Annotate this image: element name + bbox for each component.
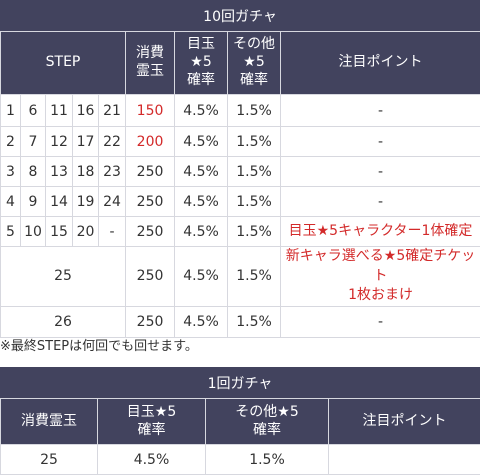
header-point: 注目ポイント (329, 399, 480, 445)
step-cell: 14 (46, 187, 73, 217)
header-cost: 消費霊玉 (126, 32, 175, 95)
header-point: 注目ポイント (281, 32, 480, 95)
step-cell: 25 (1, 247, 126, 307)
table-row: 3 8 13 18 23 250 4.5% 1.5% - (1, 157, 480, 187)
main-rate-cell: 4.5% (175, 95, 228, 127)
cost-cell: 150 (126, 95, 175, 127)
table-row: 4 9 14 19 24 250 4.5% 1.5% - (1, 187, 480, 217)
step-cell: 15 (46, 217, 73, 247)
cost-cell: 250 (126, 157, 175, 187)
table-row: 1 6 11 16 21 150 4.5% 1.5% - (1, 95, 480, 127)
cost-cell: 250 (126, 217, 175, 247)
gacha1-title-bar: 1回ガチャ (0, 367, 480, 398)
other-rate-cell: 1.5% (228, 157, 281, 187)
gacha1-title: 1回ガチャ (208, 373, 273, 393)
step-cell: 22 (99, 127, 126, 157)
step-cell: 26 (1, 306, 126, 337)
cost-cell: 250 (126, 187, 175, 217)
main-rate-cell: 4.5% (175, 306, 228, 337)
other-rate-cell: 1.5% (228, 95, 281, 127)
other-rate-cell: 1.5% (228, 187, 281, 217)
step-cell: 16 (73, 95, 99, 127)
step-cell: 3 (1, 157, 21, 187)
step-cell: 10 (21, 217, 46, 247)
step-cell: 24 (99, 187, 126, 217)
step-cell: 2 (1, 127, 21, 157)
point-cell: - (281, 187, 480, 217)
step-cell: - (99, 217, 126, 247)
cost-cell: 250 (126, 247, 175, 307)
point-cell: - (281, 127, 480, 157)
other-rate-cell: 1.5% (206, 445, 329, 475)
step-cell: 23 (99, 157, 126, 187)
main-rate-cell: 4.5% (175, 157, 228, 187)
point-cell (329, 445, 480, 475)
step-cell: 20 (73, 217, 99, 247)
other-rate-cell: 1.5% (228, 306, 281, 337)
cost-cell: 250 (126, 306, 175, 337)
step-cell: 1 (1, 95, 21, 127)
gacha10-title-bar: 10回ガチャ (0, 0, 480, 31)
step-cell: 17 (73, 127, 99, 157)
step-cell: 8 (21, 157, 46, 187)
cost-cell: 25 (1, 445, 98, 475)
step-cell: 13 (46, 157, 73, 187)
header-step: STEP (1, 32, 126, 95)
main-rate-cell: 4.5% (175, 187, 228, 217)
point-cell: - (281, 157, 480, 187)
gacha10-title: 10回ガチャ (203, 6, 277, 26)
main-rate-cell: 4.5% (175, 247, 228, 307)
step-cell: 11 (46, 95, 73, 127)
step-cell: 19 (73, 187, 99, 217)
point-cell: 目玉★5キャラクター1体確定 (281, 217, 480, 247)
point-cell: - (281, 306, 480, 337)
other-rate-cell: 1.5% (228, 217, 281, 247)
main-rate-cell: 4.5% (175, 127, 228, 157)
step-cell: 12 (46, 127, 73, 157)
step-cell: 18 (73, 157, 99, 187)
step-cell: 5 (1, 217, 21, 247)
step-cell: 9 (21, 187, 46, 217)
other-rate-cell: 1.5% (228, 247, 281, 307)
table-row: 2 7 12 17 22 200 4.5% 1.5% - (1, 127, 480, 157)
table-row: 26 250 4.5% 1.5% - (1, 306, 480, 337)
table-row: 5 10 15 20 - 250 4.5% 1.5% 目玉★5キャラクター1体確… (1, 217, 480, 247)
step-cell: 6 (21, 95, 46, 127)
point-cell: - (281, 95, 480, 127)
step-cell: 21 (99, 95, 126, 127)
header-cost: 消費霊玉 (1, 399, 98, 445)
step-cell: 4 (1, 187, 21, 217)
table-row: 25 4.5% 1.5% (1, 445, 480, 475)
final-step-note: ※最終STEPは何回でも回せます。 (0, 336, 480, 358)
cost-cell: 200 (126, 127, 175, 157)
other-rate-cell: 1.5% (228, 127, 281, 157)
step-cell: 7 (21, 127, 46, 157)
main-rate-cell: 4.5% (98, 445, 206, 475)
main-rate-cell: 4.5% (175, 217, 228, 247)
